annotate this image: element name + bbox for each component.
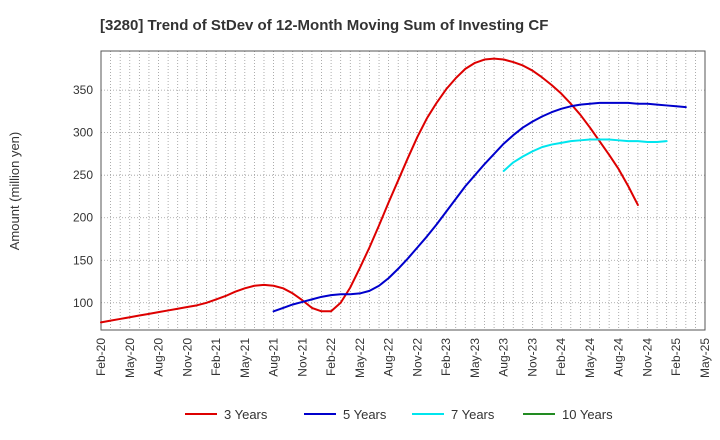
x-tick-label: Feb-20 xyxy=(94,338,108,376)
x-tick-label: Nov-23 xyxy=(525,338,539,377)
x-tick-label: May-25 xyxy=(698,338,712,378)
x-tick-label: May-24 xyxy=(583,338,597,378)
x-tick-label: Aug-23 xyxy=(497,338,511,377)
x-tick-label: Aug-24 xyxy=(612,338,626,377)
series-line-5-years xyxy=(272,101,687,313)
x-tick-label: May-22 xyxy=(353,338,367,378)
series-line-3-years xyxy=(100,57,639,324)
y-tick-label: 250 xyxy=(73,168,93,182)
x-tick-label: Nov-21 xyxy=(295,338,309,377)
x-tick-label: Feb-22 xyxy=(324,338,338,376)
chart-title: [3280] Trend of StDev of 12-Month Moving… xyxy=(100,17,548,34)
x-tick-label: May-20 xyxy=(123,338,137,378)
x-tick-label: Nov-22 xyxy=(410,338,424,377)
legend-label: 5 Years xyxy=(343,407,387,422)
x-tick-label: Aug-21 xyxy=(267,338,281,377)
x-tick-label: Feb-24 xyxy=(554,338,568,376)
y-axis-label: Amount (million yen) xyxy=(7,132,22,251)
series-line-7-years xyxy=(502,138,668,172)
legend-label: 10 Years xyxy=(562,407,613,422)
y-tick-label: 200 xyxy=(73,211,93,225)
x-tick-label: Feb-25 xyxy=(669,338,683,376)
x-tick-label: Nov-24 xyxy=(640,338,654,377)
y-tick-label: 150 xyxy=(73,253,93,267)
legend-label: 7 Years xyxy=(451,407,495,422)
plot-frame xyxy=(100,50,706,331)
x-tick-label: Nov-20 xyxy=(180,338,194,377)
plot-background xyxy=(101,51,705,330)
y-tick-label: 300 xyxy=(73,126,93,140)
y-tick-label: 350 xyxy=(73,83,93,97)
x-tick-label: May-21 xyxy=(238,338,252,378)
y-tick-label: 100 xyxy=(73,296,93,310)
plot-area: 100 150 200 250 300 350 Feb-20 May-20 Aug-20 Nov-… xyxy=(73,50,712,378)
x-tick-label: Feb-21 xyxy=(209,338,223,376)
x-tick-label: May-23 xyxy=(468,338,482,378)
legend-label: 3 Years xyxy=(224,407,268,422)
x-tick-label: Aug-22 xyxy=(382,338,396,377)
legend: 3 Years 5 Years 7 Years 10 Years xyxy=(185,407,613,422)
x-tick-label: Aug-20 xyxy=(152,338,166,377)
x-tick-label: Feb-23 xyxy=(439,338,453,376)
